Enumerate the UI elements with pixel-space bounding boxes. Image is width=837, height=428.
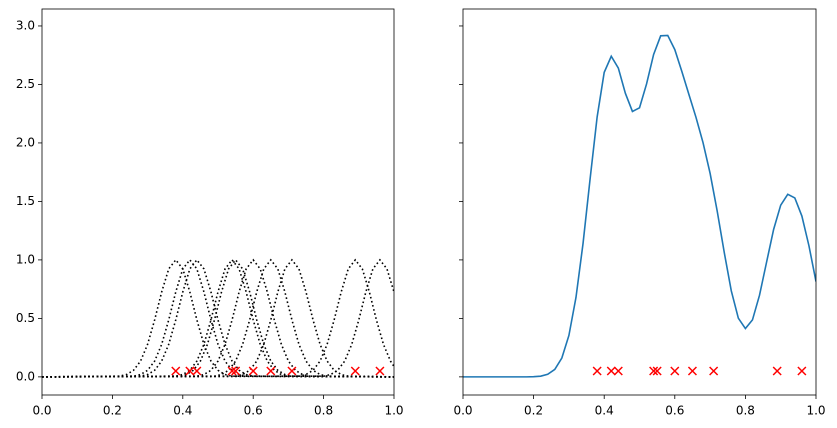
marker xyxy=(652,366,662,376)
line xyxy=(42,258,394,378)
marker xyxy=(649,366,659,376)
marker xyxy=(231,366,241,376)
marker xyxy=(266,366,276,376)
y-tick-label: 1.0 xyxy=(16,252,35,266)
y-tick-label: 2.5 xyxy=(16,77,35,91)
x-tick-label: 0.0 xyxy=(32,404,51,418)
x-tick-label: 0.8 xyxy=(314,404,333,418)
x-tick-label: 0.8 xyxy=(736,404,755,418)
y-tick-label: 0.0 xyxy=(16,369,35,383)
line xyxy=(42,258,394,378)
line xyxy=(42,258,394,378)
y-tick-label: 0.5 xyxy=(16,311,35,325)
line xyxy=(42,258,394,378)
line xyxy=(42,258,394,378)
y-tick-label: 1.5 xyxy=(16,194,35,208)
marker xyxy=(772,366,782,376)
marker xyxy=(350,366,360,376)
axes: 0.0 0.2 0.4 0.6 0.8 1.0 xyxy=(453,8,826,418)
marker xyxy=(185,366,195,376)
x-tick-label: 1.0 xyxy=(384,404,403,418)
axes-frame xyxy=(462,8,817,396)
axes: 0.0 0.2 0.4 0.6 0.8 1.0 0.0 0.5 1.0 1.5 2.0 2.5 3.0 xyxy=(16,8,404,418)
x-tick-label: 0.0 xyxy=(453,404,472,418)
marker xyxy=(709,366,719,376)
y-tick-label: 2.0 xyxy=(16,135,35,149)
marker xyxy=(192,366,202,376)
marker xyxy=(375,366,385,376)
x-tick-label: 0.4 xyxy=(173,404,192,418)
x-tick-label: 0.6 xyxy=(244,404,263,418)
line xyxy=(42,258,394,378)
y-tick-label: 3.0 xyxy=(16,18,35,32)
marker xyxy=(670,366,680,376)
axes-frame xyxy=(41,8,395,396)
x-tick-label: 0.4 xyxy=(595,404,614,418)
line xyxy=(42,258,394,378)
x-tick-label: 0.2 xyxy=(524,404,543,418)
marker xyxy=(606,366,616,376)
x-tick-label: 0.6 xyxy=(665,404,684,418)
marker xyxy=(287,366,297,376)
line xyxy=(42,258,394,378)
x-tick-label: 1.0 xyxy=(806,404,825,418)
marker xyxy=(687,366,697,376)
marker xyxy=(592,366,602,376)
marker xyxy=(248,366,258,376)
x-tick-label: 0.2 xyxy=(103,404,122,418)
line xyxy=(42,258,394,378)
marker xyxy=(227,366,237,376)
marker xyxy=(797,366,807,376)
line xyxy=(42,258,394,378)
marker xyxy=(171,366,181,376)
line xyxy=(463,34,816,378)
marker xyxy=(613,366,623,376)
